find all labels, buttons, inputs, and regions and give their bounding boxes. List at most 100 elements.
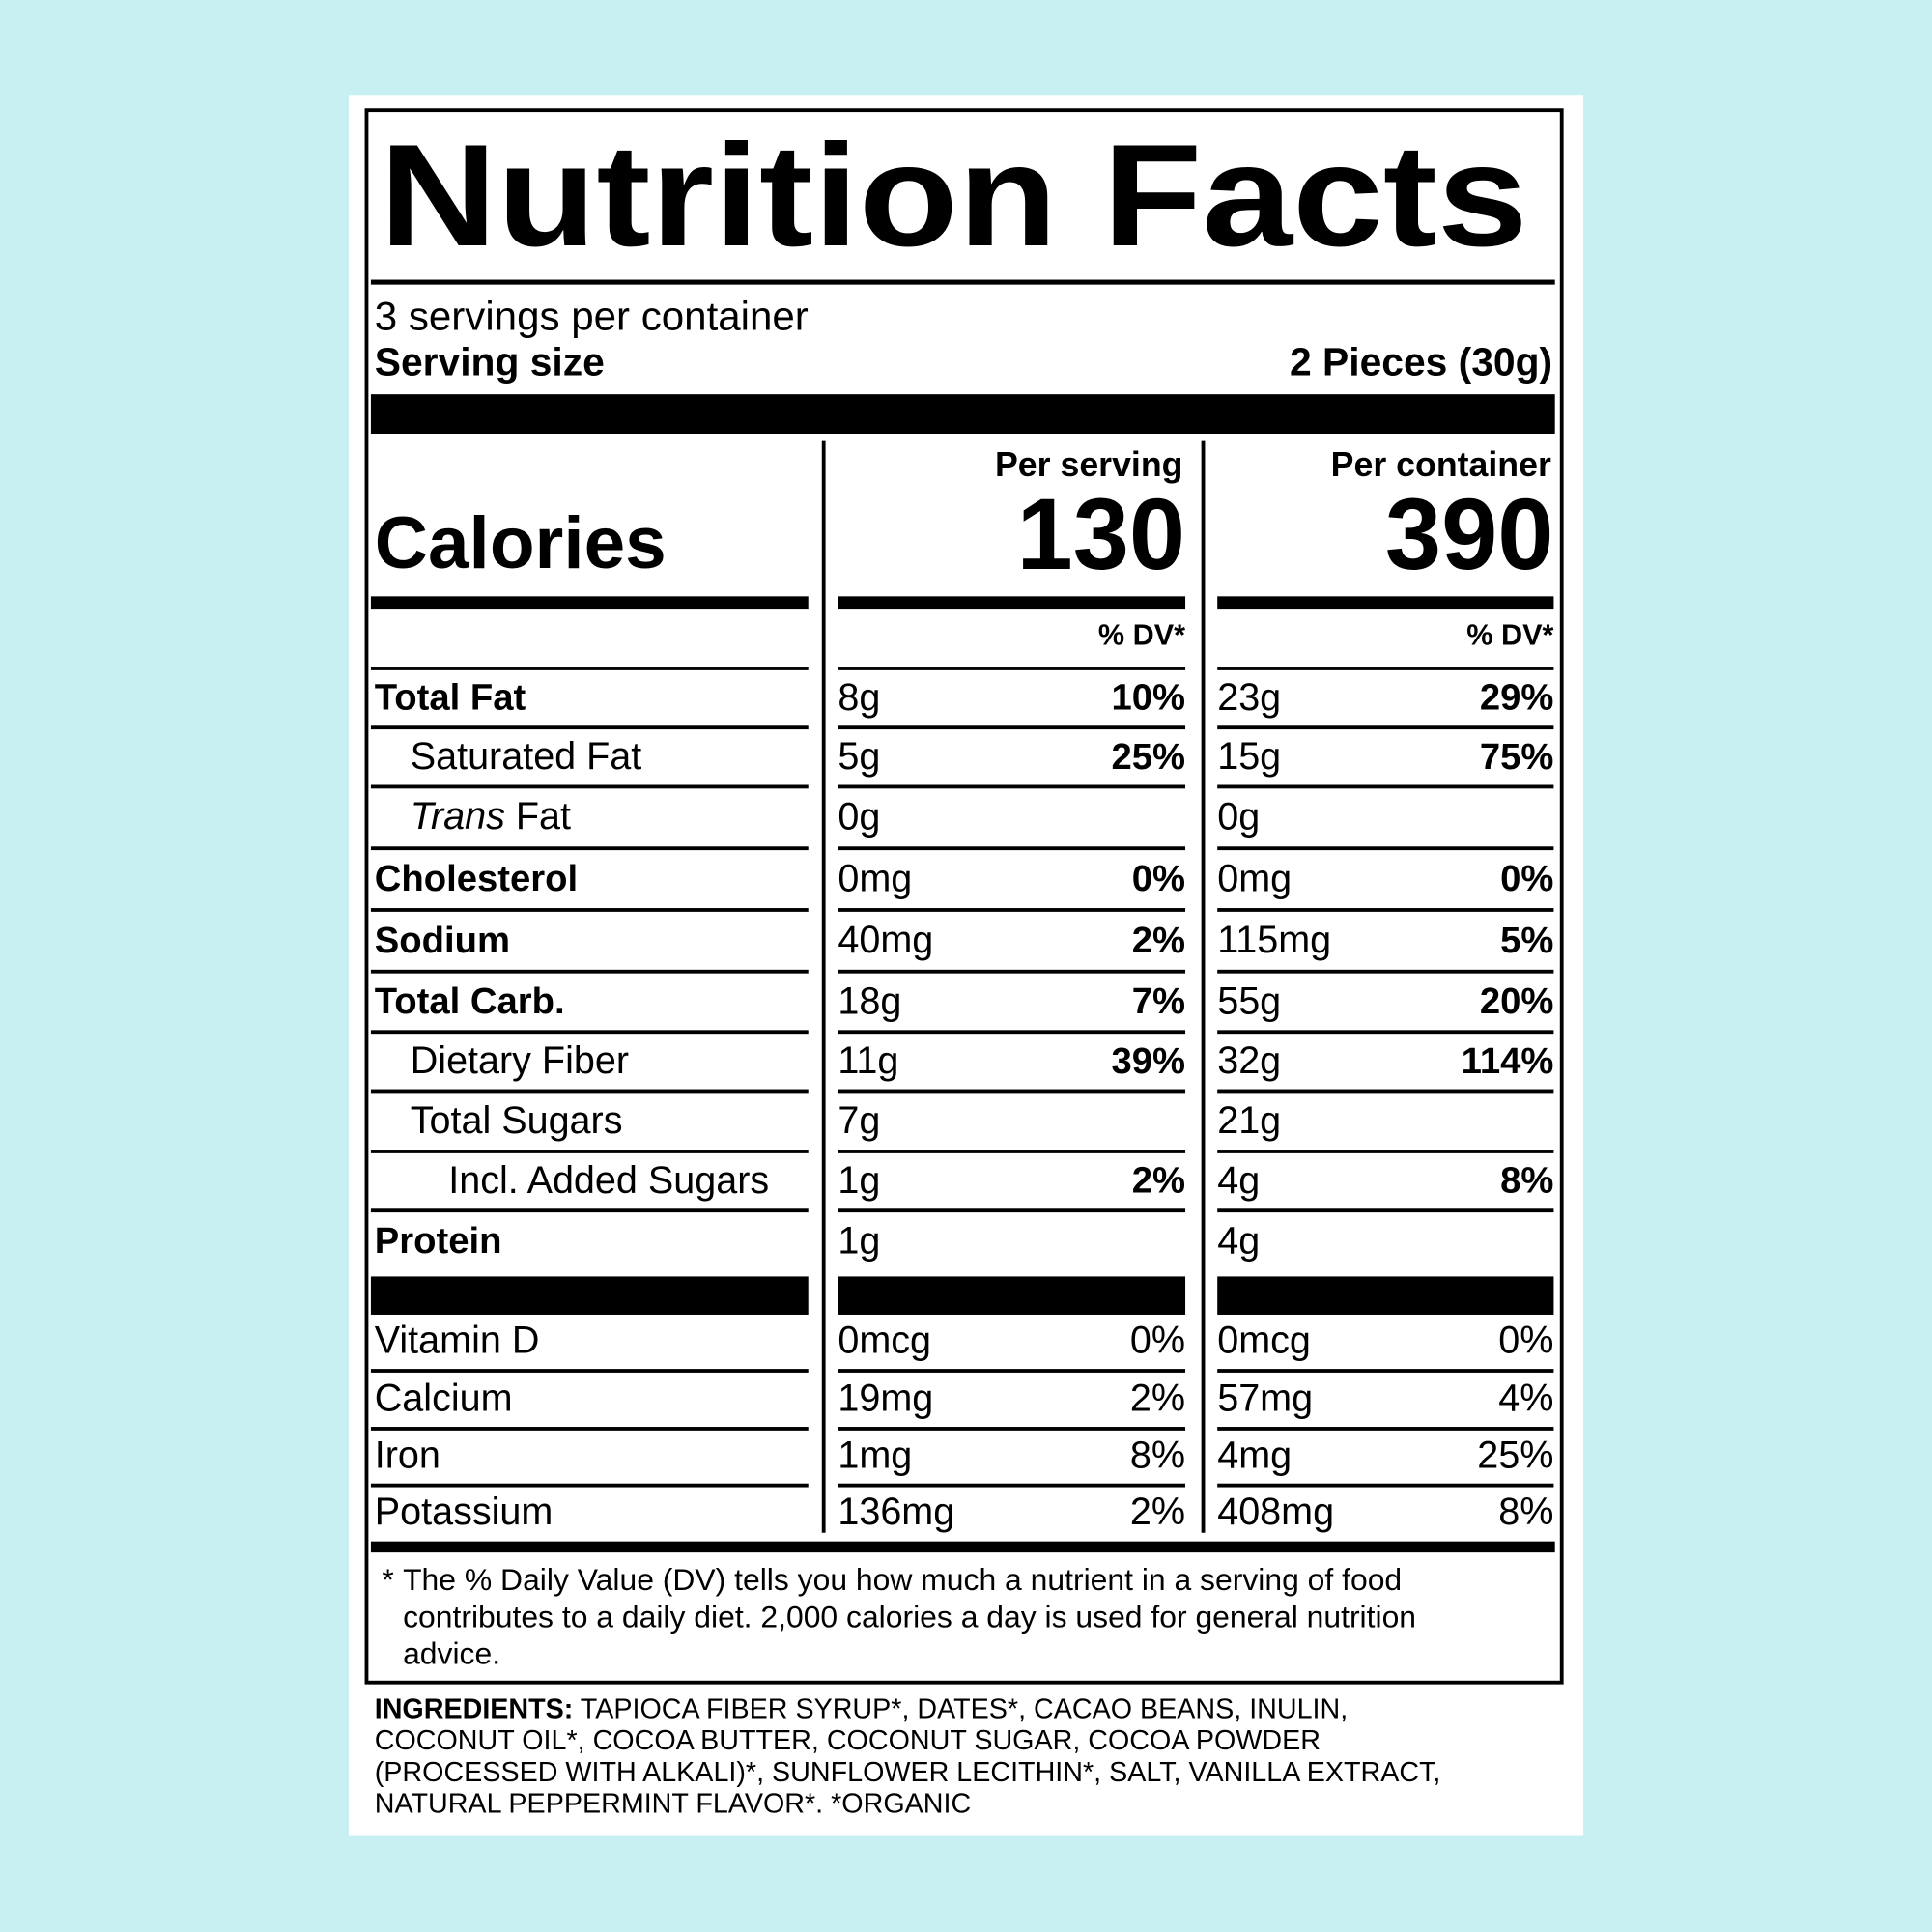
vitamin-bar	[1217, 1276, 1554, 1315]
amount: 18g	[838, 980, 901, 1022]
vitamin-name: Iron	[375, 1434, 440, 1476]
amount: 11g	[838, 1039, 898, 1082]
amount: 4g	[1217, 1159, 1260, 1202]
dv-heading: % DV*	[1098, 619, 1185, 652]
row-rule	[838, 667, 1186, 670]
calories-bar	[1217, 596, 1554, 610]
amount: 23g	[1217, 676, 1281, 719]
serving-size-label: Serving size	[375, 339, 605, 384]
label-border	[364, 108, 1564, 1685]
row-rule	[838, 908, 1186, 912]
daily-value: 114%	[1462, 1040, 1554, 1082]
amount: 0mcg	[1217, 1320, 1311, 1362]
daily-value: 2%	[1132, 1160, 1185, 1202]
nutrient-name: Cholesterol	[375, 858, 578, 899]
calories-value: 130	[1017, 478, 1185, 591]
row-rule	[370, 1427, 809, 1431]
nutrient-name: Total Sugars	[411, 1099, 623, 1142]
amount: 0mg	[838, 857, 912, 899]
ingredients-line: NATURAL PEPPERMINT FLAVOR*. *ORGANIC	[375, 1788, 971, 1819]
footnote-mark: *	[382, 1562, 393, 1597]
nutrient-name: Total Fat	[375, 677, 526, 719]
row-rule	[838, 1030, 1186, 1035]
row-rule	[370, 969, 809, 974]
daily-value: 75%	[1480, 736, 1554, 778]
ingredients-text: TAPIOCA FIBER SYRUP*, DATES*, CACAO BEAN…	[573, 1693, 1348, 1724]
column-divider	[1201, 440, 1206, 1533]
row-rule	[370, 1030, 809, 1035]
nutrient-name: Incl. Added Sugars	[448, 1159, 769, 1202]
thick-bar	[370, 1541, 1555, 1553]
thick-bar	[370, 394, 1555, 434]
calories-value: 390	[1385, 478, 1553, 591]
row-rule	[1217, 1150, 1554, 1153]
daily-value: 0%	[1500, 858, 1553, 899]
serving-size: 2 Pieces (30g)	[1290, 339, 1552, 384]
footnote-line: The % Daily Value (DV) tells you how muc…	[403, 1562, 1402, 1597]
footnote-line: advice.	[403, 1636, 500, 1671]
row-rule	[838, 1427, 1186, 1431]
amount: 1g	[838, 1159, 880, 1202]
amount: 32g	[1217, 1039, 1281, 1082]
row-rule	[1217, 908, 1554, 912]
row-rule	[1217, 1369, 1554, 1373]
calories-label: Calories	[375, 502, 667, 584]
row-rule	[370, 667, 809, 670]
nutrient-name: Dietary Fiber	[411, 1039, 629, 1082]
ingredients-line: INGREDIENTS: TAPIOCA FIBER SYRUP*, DATES…	[375, 1693, 1348, 1724]
daily-value: 0%	[1130, 1320, 1185, 1362]
ingredients-text: NATURAL PEPPERMINT FLAVOR*. *ORGANIC	[375, 1788, 971, 1819]
row-rule	[838, 784, 1186, 789]
amount: 15g	[1217, 735, 1281, 778]
vitamin-name: Calcium	[375, 1378, 513, 1420]
title: Nutrition Facts	[380, 114, 1528, 276]
amount: 0g	[1217, 796, 1260, 838]
nutrient-name: Trans Fat	[411, 796, 571, 838]
row-rule	[370, 1089, 809, 1094]
row-rule	[370, 784, 809, 789]
daily-value: 0%	[1132, 858, 1185, 899]
row-rule	[1217, 1208, 1554, 1213]
amount: 115mg	[1217, 919, 1331, 961]
amount: 55g	[1217, 980, 1281, 1022]
daily-value: 4%	[1498, 1378, 1553, 1420]
daily-value: 25%	[1111, 736, 1185, 778]
row-rule	[1217, 667, 1554, 670]
nutrient-name-em: Trans	[411, 796, 505, 838]
nutrient-name: Total Carb.	[375, 980, 565, 1022]
row-rule	[1217, 725, 1554, 730]
amount: 4mg	[1217, 1434, 1292, 1476]
daily-value: 5%	[1500, 920, 1553, 961]
ingredients-text: COCONUT OIL*, COCOA BUTTER, COCONUT SUGA…	[375, 1725, 1321, 1756]
vitamin-bar	[370, 1276, 809, 1315]
row-rule	[1217, 969, 1554, 974]
amount: 40mg	[838, 919, 933, 961]
daily-value: 10%	[1111, 677, 1185, 719]
amount: 0mg	[1217, 857, 1292, 899]
nutrient-name: Protein	[375, 1220, 502, 1262]
amount: 1mg	[838, 1434, 912, 1476]
amount: 5g	[838, 735, 880, 778]
daily-value: 25%	[1477, 1434, 1553, 1476]
daily-value: 8%	[1498, 1491, 1553, 1533]
row-rule	[1217, 846, 1554, 851]
row-rule	[1217, 1030, 1554, 1035]
daily-value: 20%	[1480, 980, 1554, 1022]
calories-bar	[370, 596, 809, 610]
row-rule	[370, 1150, 809, 1153]
ingredients-line: COCONUT OIL*, COCOA BUTTER, COCONUT SUGA…	[375, 1725, 1321, 1756]
amount: 19mg	[838, 1378, 933, 1420]
row-rule	[370, 725, 809, 730]
row-rule	[370, 1369, 809, 1373]
row-rule	[370, 1483, 809, 1488]
amount: 57mg	[1217, 1378, 1313, 1420]
row-rule	[838, 1208, 1186, 1213]
amount: 7g	[838, 1099, 880, 1142]
row-rule	[1217, 1483, 1554, 1488]
dv-heading: % DV*	[1466, 619, 1553, 652]
vitamin-name: Potassium	[375, 1491, 554, 1533]
daily-value: 29%	[1480, 677, 1554, 719]
calories-bar	[838, 596, 1186, 610]
